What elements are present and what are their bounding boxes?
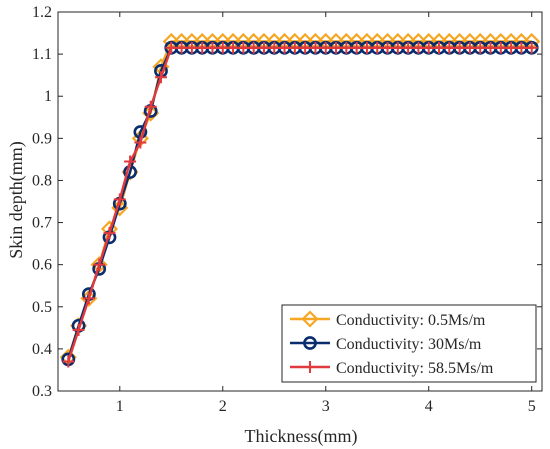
series-2-point-7 <box>134 136 147 149</box>
series-2-point-30 <box>371 41 384 54</box>
series-2-point-5 <box>113 193 126 206</box>
series-2-point-45 <box>525 41 538 54</box>
series-2-point-8 <box>144 100 157 113</box>
x-axis-label: Thickness(mm) <box>245 426 358 447</box>
legend-label-0: Conductivity: 0.5Ms/m <box>336 312 486 329</box>
x-tick-label-4: 5 <box>528 398 536 415</box>
y-tick-label-1: 0.4 <box>32 341 52 358</box>
y-tick-label-5: 0.8 <box>32 172 52 189</box>
series-2-point-19 <box>257 41 270 54</box>
series-2 <box>62 41 538 368</box>
series-2-point-37 <box>443 41 456 54</box>
axes-layer: 1 2 3 4 5 0.3 0.4 0.5 0.6 0.7 0.8 0.9 1 1.1 1.2 <box>32 4 543 415</box>
series-2-point-21 <box>278 41 291 54</box>
x-tick-label-3: 4 <box>425 398 433 415</box>
series-2-point-9 <box>154 71 167 84</box>
series-2-point-6 <box>124 155 137 168</box>
y-tick-label-8: 1.1 <box>32 46 52 63</box>
series-2-point-39 <box>463 41 476 54</box>
legend-entry-2: Conductivity: 58.5Ms/m <box>290 360 494 377</box>
y-tick-label-3: 0.6 <box>32 257 52 274</box>
series-2-point-40 <box>474 41 487 54</box>
legend-marker-2 <box>304 361 316 373</box>
series-2-point-14 <box>206 41 219 54</box>
series-2-point-32 <box>391 41 404 54</box>
series-2-point-35 <box>422 41 435 54</box>
series-2-point-20 <box>268 41 281 54</box>
series-2-point-24 <box>309 41 322 54</box>
plot-layer <box>59 32 541 368</box>
x-tick-label-0: 1 <box>116 398 124 415</box>
legend-marker-0 <box>301 310 319 328</box>
series-2-point-3 <box>93 258 106 271</box>
x-tick-label-2: 3 <box>322 398 330 415</box>
legend: Conductivity: 0.5Ms/m Conductivity: 30Ms/… <box>281 304 537 383</box>
series-2-point-23 <box>299 41 312 54</box>
legend-marker-1 <box>303 336 317 350</box>
series-2-point-17 <box>237 41 250 54</box>
series-2-point-34 <box>412 41 425 54</box>
series-2-point-12 <box>185 41 198 54</box>
series-2-point-26 <box>330 41 343 54</box>
y-tick-label-2: 0.5 <box>32 299 52 316</box>
series-2-point-0 <box>62 355 75 368</box>
series-2-point-27 <box>340 41 353 54</box>
series-2-point-15 <box>216 41 229 54</box>
series-2-point-33 <box>402 41 415 54</box>
legend-entry-0: Conductivity: 0.5Ms/m <box>290 310 486 329</box>
series-2-point-13 <box>196 41 209 54</box>
series-2-point-10 <box>165 41 178 54</box>
series-2-point-43 <box>505 41 518 54</box>
series-2-point-22 <box>288 41 301 54</box>
y-tick-label-9: 1.2 <box>32 4 52 21</box>
series-2-point-29 <box>360 41 373 54</box>
y-tick-label-6: 0.9 <box>32 130 52 147</box>
y-tick-label-4: 0.7 <box>32 215 52 232</box>
series-2-point-42 <box>494 41 507 54</box>
y-axis-label: Skin depth(mm) <box>6 141 27 259</box>
legend-entry-1: Conductivity: 30Ms/m <box>290 336 482 353</box>
x-tick-label-1: 2 <box>219 398 227 415</box>
series-2-point-4 <box>103 227 116 240</box>
plot-frame <box>57 11 543 392</box>
series-2-point-36 <box>433 41 446 54</box>
series-2-point-28 <box>350 41 363 54</box>
series-2-point-16 <box>227 41 240 54</box>
y-tick-label-0: 0.3 <box>32 383 52 400</box>
series-2-point-1 <box>72 323 85 336</box>
series-2-point-31 <box>381 41 394 54</box>
legend-label-1: Conductivity: 30Ms/m <box>336 336 482 353</box>
y-tick-label-7: 1 <box>44 88 52 105</box>
series-2-point-41 <box>484 41 497 54</box>
series-2-point-11 <box>175 41 188 54</box>
legend-label-2: Conductivity: 58.5Ms/m <box>336 360 494 377</box>
series-2-point-2 <box>82 292 95 305</box>
series-2-point-38 <box>453 41 466 54</box>
series-2-point-44 <box>515 41 528 54</box>
series-2-point-18 <box>247 41 260 54</box>
series-2-point-25 <box>319 41 332 54</box>
